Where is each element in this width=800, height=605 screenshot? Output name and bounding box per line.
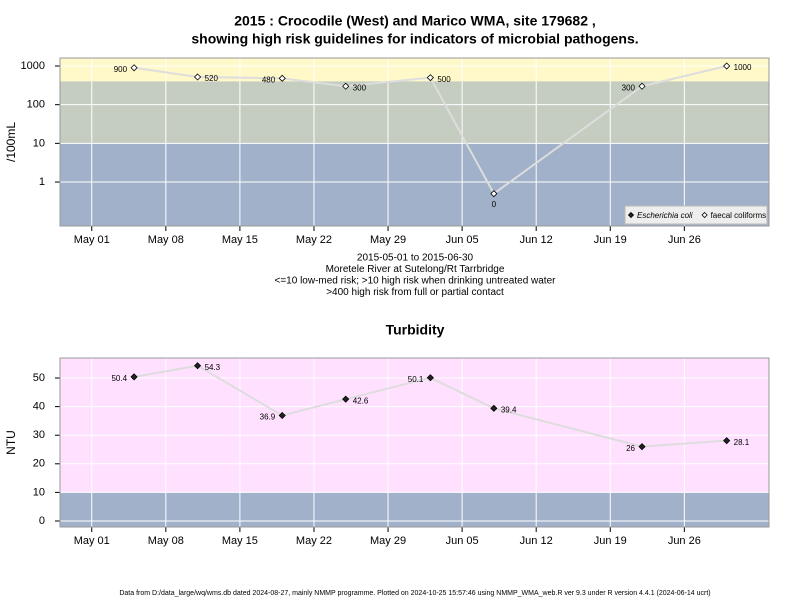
data-point xyxy=(194,73,202,81)
x-tick-label: May 01 xyxy=(74,535,110,547)
title: showing high risk guidelines for indicat… xyxy=(191,31,638,47)
y-axis-label: /100mL xyxy=(4,122,18,162)
legend-label: Escherichia coli xyxy=(637,211,693,220)
data-point xyxy=(194,362,202,370)
data-point xyxy=(130,373,138,381)
y-tick-label: 50 xyxy=(33,372,45,384)
risk-band xyxy=(60,492,769,527)
plot-frame xyxy=(59,57,770,227)
x-tick-label: Jun 26 xyxy=(668,535,701,547)
series-line xyxy=(133,65,727,196)
x-tick-label: May 15 xyxy=(222,535,258,547)
caption: 2015-05-01 to 2015-06-30 xyxy=(357,253,474,264)
data-point xyxy=(278,74,286,82)
data-point xyxy=(342,82,350,90)
x-tick-label: Jun 26 xyxy=(668,234,701,246)
y-tick-label: 1 xyxy=(39,176,45,188)
data-label: 50.1 xyxy=(408,375,424,384)
y-axis-label: NTU xyxy=(4,430,18,455)
data-point xyxy=(130,64,138,72)
data-label: 39.4 xyxy=(501,405,517,414)
legend-marker xyxy=(627,211,635,219)
data-label: 26 xyxy=(626,444,635,453)
y-tick-label: 30 xyxy=(33,429,45,441)
data-point xyxy=(426,74,434,82)
chart-title: Turbidity xyxy=(386,322,445,338)
data-point xyxy=(426,374,434,382)
data-point xyxy=(723,62,731,70)
data-label: 42.6 xyxy=(353,396,369,405)
y-tick-label: 40 xyxy=(33,401,45,413)
data-point xyxy=(638,82,646,90)
x-tick-label: Jun 19 xyxy=(594,535,627,547)
y-tick-label: 20 xyxy=(33,458,45,470)
data-point xyxy=(342,395,350,403)
data-label: 520 xyxy=(205,74,219,83)
y-tick-label: 10 xyxy=(33,137,45,149)
y-tick-label: 100 xyxy=(27,99,45,111)
data-label: 54.3 xyxy=(205,363,221,372)
data-point xyxy=(723,437,731,445)
x-tick-label: Jun 05 xyxy=(446,535,479,547)
x-tick-label: May 22 xyxy=(296,234,332,246)
risk-band xyxy=(60,358,769,493)
risk-band xyxy=(60,58,769,82)
legend-box xyxy=(624,205,768,225)
legend-marker xyxy=(701,211,708,219)
x-tick-label: May 08 xyxy=(148,234,184,246)
legend: Escherichia coli faecal coliforms xyxy=(624,205,768,225)
data-label: 50.4 xyxy=(111,374,127,383)
legend-label: faecal coliforms xyxy=(711,211,767,220)
plot-frame xyxy=(59,357,770,528)
data-label: 1000 xyxy=(734,63,752,72)
risk-band xyxy=(60,81,769,144)
x-tick-label: May 08 xyxy=(148,535,184,547)
data-label: 0 xyxy=(492,200,497,209)
x-tick-label: Jun 12 xyxy=(520,535,553,547)
data-label: 28.1 xyxy=(734,438,750,447)
data-label: 36.9 xyxy=(260,413,276,422)
data-label: 900 xyxy=(114,65,128,74)
data-point xyxy=(490,404,498,412)
series-line xyxy=(133,364,727,448)
x-tick-label: Jun 05 xyxy=(446,234,479,246)
x-tick-label: May 22 xyxy=(296,535,332,547)
data-point xyxy=(278,411,286,420)
data-label: 300 xyxy=(622,83,636,92)
footer: Data from D:/data_large/wq/wms.db dated … xyxy=(119,590,710,597)
caption: <=10 low-med risk; >10 high risk when dr… xyxy=(275,276,557,287)
data-point xyxy=(490,190,498,198)
data-label: 500 xyxy=(437,75,451,84)
caption: Moretele River at Sutelong/Rt Tarrbridge xyxy=(326,264,505,275)
data-label: 300 xyxy=(353,83,367,92)
y-tick-label: 10 xyxy=(33,486,45,498)
y-tick-label: 0 xyxy=(39,515,45,527)
x-tick-label: Jun 12 xyxy=(520,234,553,246)
title: 2015 : Crocodile (West) and Marico WMA, … xyxy=(234,13,596,29)
x-tick-label: May 29 xyxy=(370,234,406,246)
data-label: 480 xyxy=(262,75,276,84)
x-tick-label: May 29 xyxy=(370,535,406,547)
y-tick-label: 1000 xyxy=(21,60,45,72)
x-tick-label: Jun 19 xyxy=(594,234,627,246)
x-tick-label: May 15 xyxy=(222,234,258,246)
caption: >400 high risk from full or partial cont… xyxy=(326,287,504,298)
data-point xyxy=(638,443,646,451)
x-tick-label: May 01 xyxy=(74,234,110,246)
